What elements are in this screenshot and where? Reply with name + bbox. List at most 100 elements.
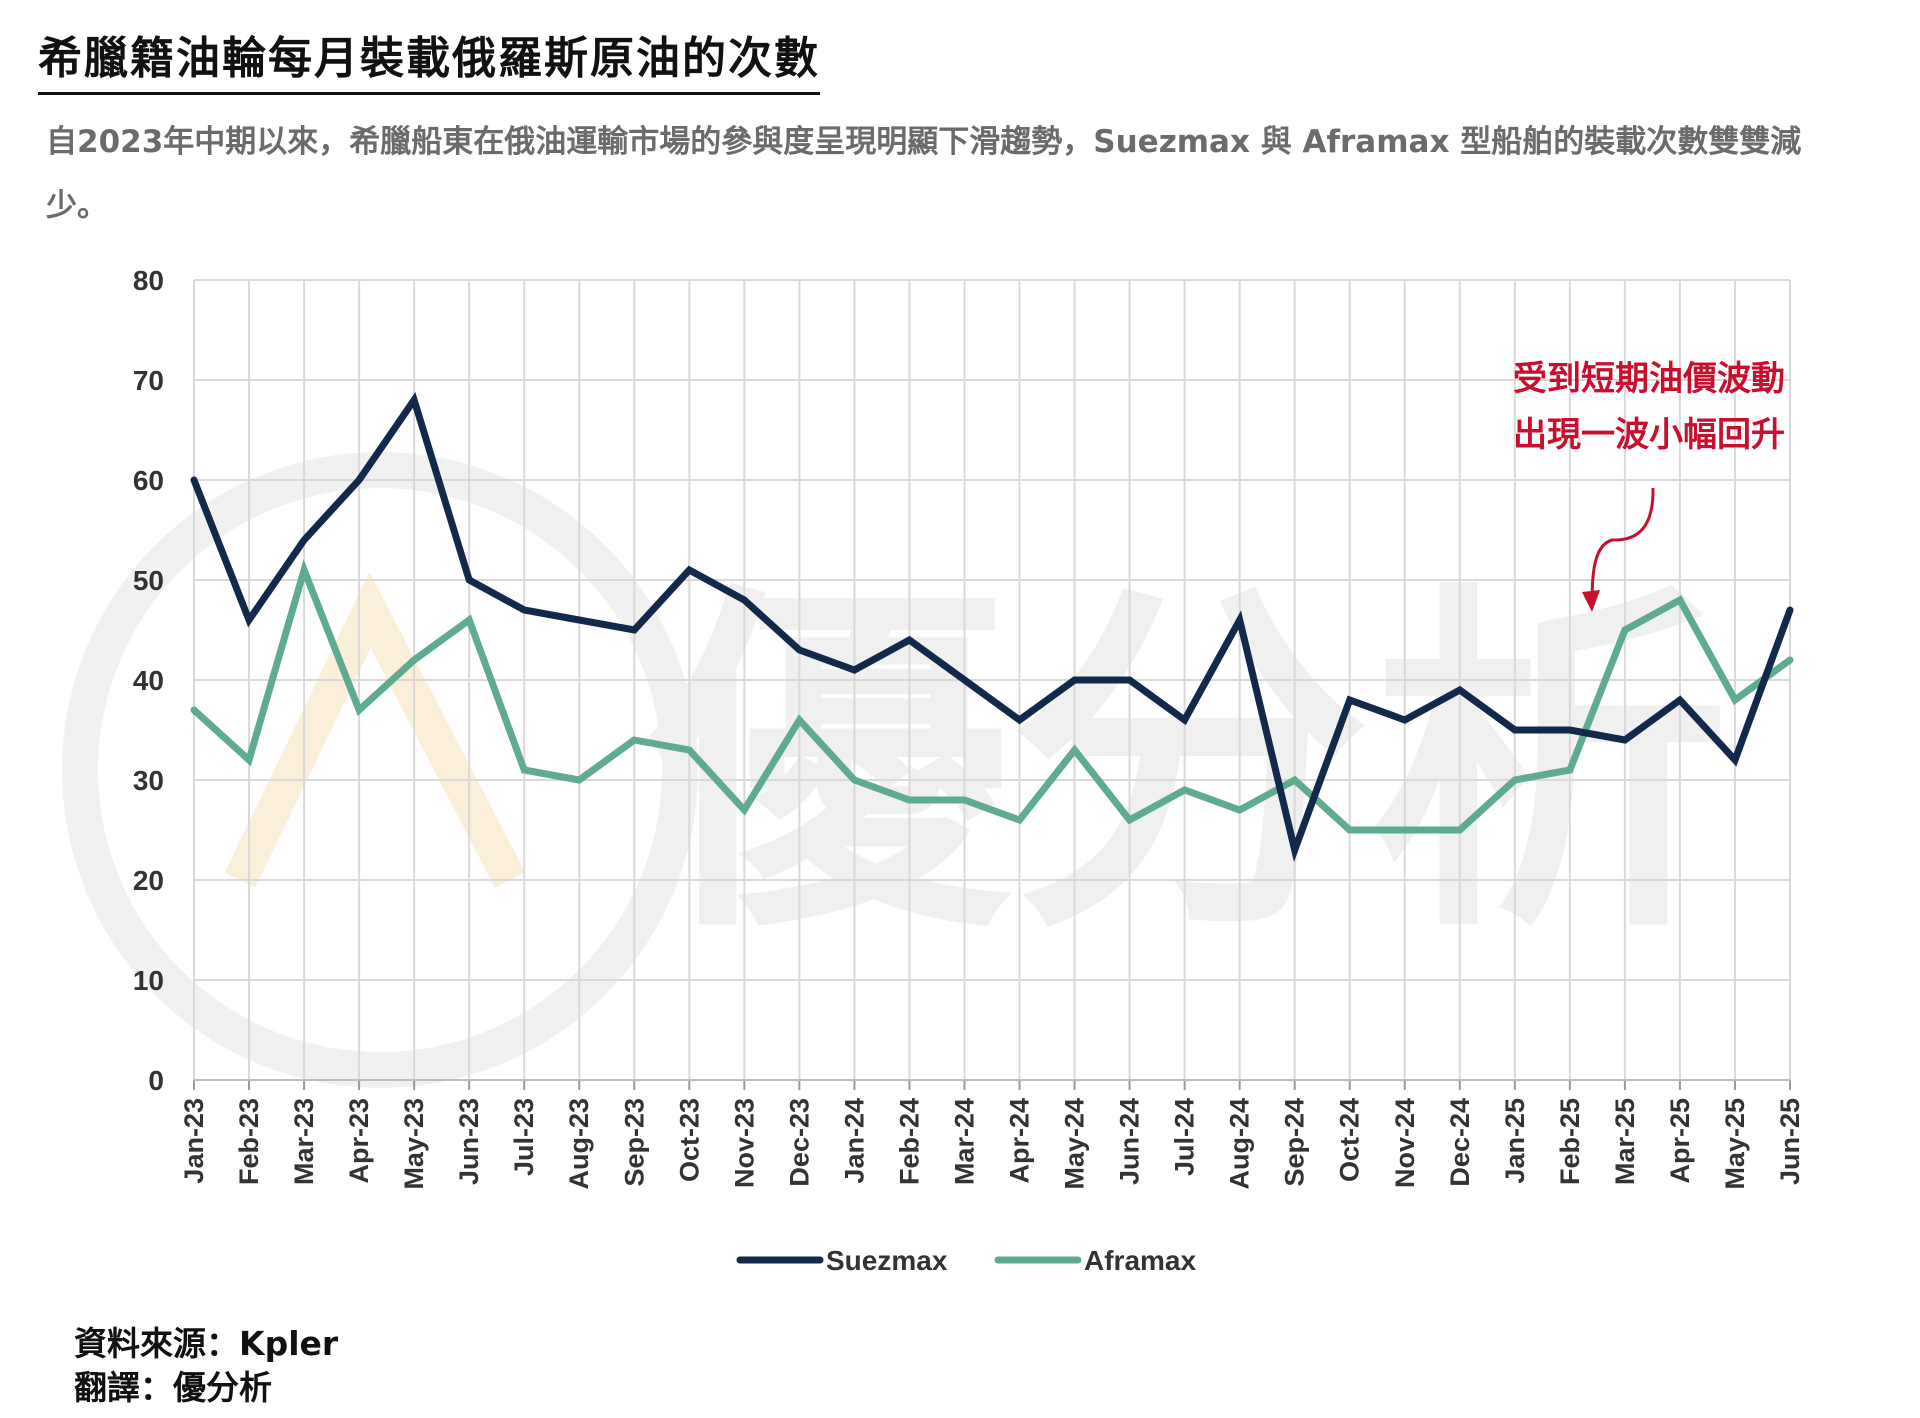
data-point-suezmax bbox=[248, 619, 250, 621]
data-point-aframax bbox=[523, 769, 525, 771]
x-tick-label: Jan-25 bbox=[1500, 1098, 1530, 1184]
data-point-suezmax bbox=[1239, 619, 1241, 621]
annotation-arrow-line bbox=[1590, 487, 1655, 603]
x-tick-label: Apr-24 bbox=[1005, 1098, 1035, 1184]
data-point-suezmax bbox=[688, 569, 690, 571]
data-point-suezmax bbox=[1789, 609, 1791, 611]
data-point-aframax bbox=[1679, 599, 1681, 601]
x-tick-label: Sep-24 bbox=[1280, 1098, 1310, 1187]
watermark-text: 優分析 bbox=[644, 565, 1730, 967]
data-point-suezmax bbox=[853, 669, 855, 671]
translation-note: 翻譯：優分析 bbox=[74, 1368, 272, 1407]
data-point-aframax bbox=[1239, 809, 1241, 811]
x-tick-label: May-23 bbox=[399, 1098, 429, 1190]
y-tick-label: 10 bbox=[133, 965, 164, 996]
data-point-aframax bbox=[468, 619, 470, 621]
x-tick-label: Jun-24 bbox=[1115, 1098, 1145, 1185]
data-point-suezmax bbox=[1569, 729, 1571, 731]
y-tick-label: 20 bbox=[133, 865, 164, 896]
watermark-logo-mark bbox=[224, 571, 526, 888]
x-tick-label: Jun-23 bbox=[454, 1098, 484, 1185]
data-point-suezmax bbox=[743, 599, 745, 601]
x-tick-label: Jan-23 bbox=[179, 1098, 209, 1184]
data-point-aframax bbox=[1789, 659, 1791, 661]
y-tick-label: 30 bbox=[133, 765, 164, 796]
x-tick-label: Feb-24 bbox=[894, 1098, 924, 1185]
x-tick-label: Dec-23 bbox=[784, 1098, 814, 1187]
x-tick-label: Jul-23 bbox=[509, 1098, 539, 1176]
data-point-aframax bbox=[908, 799, 910, 801]
data-point-aframax bbox=[1184, 789, 1186, 791]
data-point-aframax bbox=[358, 709, 360, 711]
data-point-suezmax bbox=[1294, 849, 1296, 851]
data-point-aframax bbox=[1569, 769, 1571, 771]
line-chart: 優分析 0 10 20 30 40 50 60 70 80 Jan-23 Feb-23 Mar-23 Ap… bbox=[62, 265, 1805, 1276]
data-point-aframax bbox=[1624, 629, 1626, 631]
x-tick-label: Aug-23 bbox=[564, 1098, 594, 1190]
data-point-suezmax bbox=[1074, 679, 1076, 681]
y-tick-label: 70 bbox=[133, 365, 164, 396]
x-tick-label: Mar-25 bbox=[1610, 1098, 1640, 1185]
chart-title: 希臘籍油輪每月裝載俄羅斯原油的次數 bbox=[38, 22, 820, 95]
x-tick-label: Apr-25 bbox=[1665, 1098, 1695, 1184]
y-tick-label: 40 bbox=[133, 665, 164, 696]
x-tick-label: May-25 bbox=[1720, 1098, 1750, 1190]
data-point-aframax bbox=[1129, 819, 1131, 821]
x-tick-label: Oct-24 bbox=[1335, 1098, 1365, 1182]
data-point-aframax bbox=[413, 659, 415, 661]
x-tick-label: Mar-24 bbox=[949, 1098, 979, 1185]
annotation-text-line-1: 受到短期油價波動 bbox=[1513, 360, 1785, 398]
data-point-aframax bbox=[743, 809, 745, 811]
data-point-suezmax bbox=[468, 579, 470, 581]
data-point-suezmax bbox=[1734, 759, 1736, 761]
data-point-aframax bbox=[1349, 829, 1351, 831]
annotation-arrow-head bbox=[1582, 590, 1600, 612]
data-point-aframax bbox=[1734, 699, 1736, 701]
data-point-aframax bbox=[578, 779, 580, 781]
data-point-aframax bbox=[248, 759, 250, 761]
legend-label-suezmax: Suezmax bbox=[826, 1245, 948, 1276]
x-tick-label: Jun-25 bbox=[1775, 1098, 1805, 1185]
data-point-aframax bbox=[193, 709, 195, 711]
x-tick-label: Sep-23 bbox=[619, 1098, 649, 1187]
footer: 資料來源：Kpler 翻譯：優分析 bbox=[74, 1322, 338, 1410]
data-point-suezmax bbox=[633, 629, 635, 631]
data-point-suezmax bbox=[1679, 699, 1681, 701]
y-tick-label: 50 bbox=[133, 565, 164, 596]
y-tick-label: 80 bbox=[133, 265, 164, 296]
data-point-suezmax bbox=[1184, 719, 1186, 721]
x-tick-label: Jul-24 bbox=[1170, 1098, 1200, 1176]
x-tick-label: Nov-24 bbox=[1390, 1098, 1420, 1188]
chart-area: 優分析 0 10 20 30 40 50 60 70 80 Jan-23 Feb-23 Mar-23 Ap… bbox=[40, 240, 1830, 1310]
data-point-aframax bbox=[1294, 779, 1296, 781]
source-note: 資料來源：Kpler bbox=[74, 1324, 339, 1363]
data-point-suezmax bbox=[1624, 739, 1626, 741]
y-tick-label: 0 bbox=[148, 1065, 164, 1096]
data-point-aframax bbox=[688, 749, 690, 751]
data-point-aframax bbox=[853, 779, 855, 781]
x-tick-label: Jan-24 bbox=[839, 1098, 869, 1184]
data-point-suezmax bbox=[193, 479, 195, 481]
data-point-suezmax bbox=[1459, 689, 1461, 691]
chart-subtitle: 自2023年中期以來，希臘船東在俄油運輸市場的參與度呈現明顯下滑趨勢，Suezm… bbox=[46, 124, 1802, 224]
data-point-suezmax bbox=[798, 649, 800, 651]
data-point-suezmax bbox=[1404, 719, 1406, 721]
data-point-aframax bbox=[1074, 749, 1076, 751]
data-point-suezmax bbox=[578, 619, 580, 621]
data-point-aframax bbox=[1459, 829, 1461, 831]
x-tick-label: Nov-23 bbox=[729, 1098, 759, 1188]
data-point-suezmax bbox=[963, 679, 965, 681]
legend-label-aframax: Aframax bbox=[1084, 1245, 1196, 1276]
data-point-suezmax bbox=[1514, 729, 1516, 731]
x-tick-label: May-24 bbox=[1060, 1098, 1090, 1190]
y-tick-label: 60 bbox=[133, 465, 164, 496]
data-point-suezmax bbox=[1129, 679, 1131, 681]
series-line-suezmax bbox=[190, 392, 1794, 863]
data-point-aframax bbox=[798, 719, 800, 721]
data-point-aframax bbox=[633, 739, 635, 741]
annotation-text-line-2: 出現一波小幅回升 bbox=[1513, 416, 1785, 454]
x-tick-label: Dec-24 bbox=[1445, 1098, 1475, 1187]
data-point-aframax bbox=[963, 799, 965, 801]
x-tick-label: Apr-23 bbox=[344, 1098, 374, 1184]
x-tick-label: Feb-23 bbox=[234, 1098, 264, 1185]
